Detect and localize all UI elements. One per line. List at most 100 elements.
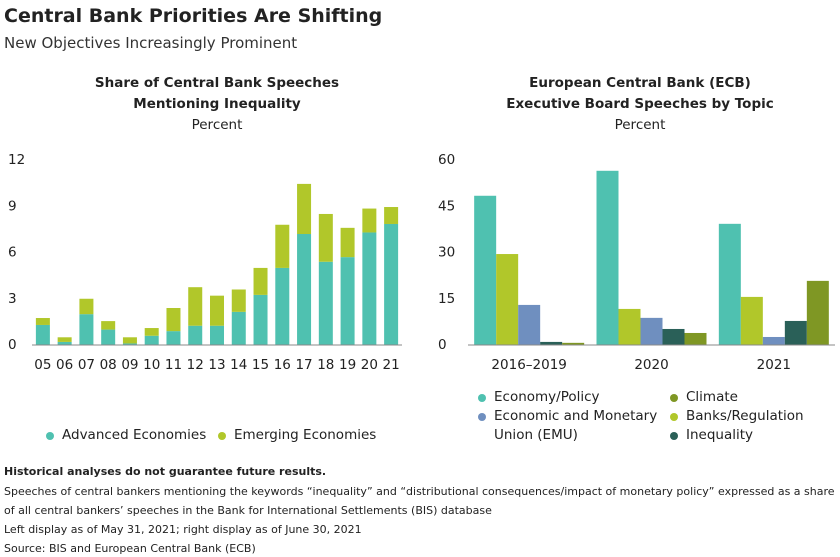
x-tick-label: 17 [295,357,312,373]
y-tick-label: 0 [8,337,17,353]
bar [762,336,785,345]
bar-segment [79,314,94,345]
note: Speeches of central bankers mentioning t… [4,485,835,517]
bar-segment [231,289,246,312]
legend-swatch [478,394,486,402]
bar [562,342,585,345]
bar [596,170,619,345]
x-tick-label: 13 [208,357,225,373]
legend-item: Economic and Monetary Union (EMU) [478,407,658,445]
legend-swatch [46,432,54,440]
note: Left display as of May 31, 2021; right d… [4,523,362,536]
bar [662,328,685,345]
bar-segment [384,223,399,345]
bar [474,195,497,345]
x-tick-label: 05 [34,357,51,373]
bar-segment [275,267,290,345]
legend-swatch [670,394,678,402]
legend-label: Economy/Policy [494,389,600,405]
y-tick-label: 45 [438,198,455,214]
bar-segment [318,213,333,262]
bar [540,341,563,345]
bar-segment [188,287,203,326]
legend-item: Advanced Economies [46,426,216,445]
y-tick-label: 15 [438,291,455,307]
legend-swatch [670,432,678,440]
bar-segment [144,328,159,336]
x-tick-label: 12 [187,357,204,373]
legend-label: Advanced Economies [62,427,207,443]
bar-segment [340,257,355,345]
legend-item: Emerging Economies [218,426,388,445]
chart-unit: Percent [614,117,666,133]
bar-segment [144,335,159,345]
x-tick-label: 19 [339,357,356,373]
bar [518,304,541,345]
legend-label: Inequality [686,427,754,443]
bar-segment [340,227,355,258]
y-tick-label: 30 [438,245,455,261]
bar-segment [318,261,333,345]
legend-item: Inequality [670,426,840,445]
bar [684,332,707,345]
bar-segment [35,324,50,345]
legend-swatch [670,413,678,421]
x-tick-label: 06 [56,357,73,373]
x-tick-label: 09 [121,357,138,373]
bar-segment [122,337,137,344]
bar [806,280,829,345]
bar-segment [362,232,377,345]
x-tick-label: 21 [383,357,400,373]
y-tick-label: 0 [438,337,447,353]
x-tick-label: 2020 [634,357,668,373]
bar-segment [362,208,377,233]
legend-item: Climate [670,388,840,407]
chart-title: European Central Bank (ECB) Executive Bo… [506,75,774,112]
title: Central Bank Priorities Are Shifting [4,5,383,27]
y-tick-label: 3 [8,291,17,307]
x-tick-label: 08 [100,357,117,373]
bar [740,296,763,345]
legend-swatch [478,413,486,421]
bar-segment [210,325,224,345]
bar-segment [79,298,94,315]
legend-item: Economy/Policy [478,388,658,407]
x-tick-label: 20 [361,357,378,373]
x-tick-label: 15 [252,357,269,373]
legend-label: Climate [686,389,738,405]
bar-segment [384,207,399,224]
bar-segment [275,224,290,268]
bar [496,254,519,345]
bar [784,320,807,345]
y-tick-label: 12 [8,152,25,168]
x-tick-label: 2021 [757,357,791,373]
bar-segment [297,234,312,345]
x-tick-label: 14 [230,357,247,373]
x-tick-label: 16 [274,357,291,373]
bar [718,223,741,345]
bar-segment [253,294,268,345]
bar-segment [122,343,137,345]
bar-segment [297,183,312,234]
bar-segment [35,318,50,325]
x-tick-label: 11 [165,357,182,373]
subtitle: New Objectives Increasingly Prominent [4,34,298,52]
chart-title: Share of Central Bank Speeches Mentionin… [94,75,340,112]
bar-segment [101,321,116,330]
bar-segment [188,325,203,345]
source: Source: BIS and European Central Bank (E… [4,542,256,555]
bar-segment [231,311,246,345]
legend-swatch [218,432,226,440]
y-tick-label: 60 [438,152,455,168]
chart-unit: Percent [191,117,243,133]
x-tick-label: 07 [78,357,95,373]
bar-segment [57,341,72,345]
y-tick-label: 9 [8,198,17,214]
x-tick-label: 18 [317,357,334,373]
bar-segment [101,329,116,345]
x-tick-label: 2016–2019 [491,357,566,373]
legend-label: Banks/Regulation [686,408,804,424]
legend-item: Banks/Regulation [670,407,840,426]
